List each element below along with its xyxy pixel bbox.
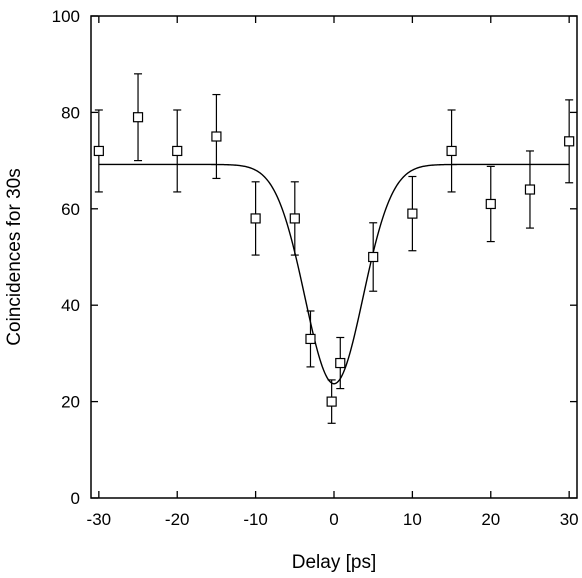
- square-marker: [446, 145, 457, 157]
- square-marker: [407, 208, 418, 219]
- square-marker: [305, 333, 316, 345]
- y-tick-label: 100: [52, 7, 80, 26]
- y-tick-label: 20: [61, 393, 80, 412]
- square-marker: [132, 112, 144, 123]
- data-point: [524, 150, 536, 229]
- data-point: [211, 93, 222, 180]
- square-marker: [564, 136, 575, 147]
- square-marker: [368, 251, 379, 263]
- x-tick-label: 30: [560, 510, 579, 529]
- data-point: [446, 109, 457, 193]
- x-axis-label: Delay [ps]: [292, 552, 376, 573]
- x-tick-label: -10: [243, 510, 268, 529]
- x-tick-label: 0: [329, 510, 338, 529]
- data-point: [485, 165, 496, 243]
- data-point: [132, 73, 144, 162]
- data-point: [93, 109, 104, 193]
- x-tick-label: 20: [481, 510, 500, 529]
- data-point: [407, 175, 418, 252]
- square-marker: [485, 198, 496, 210]
- square-marker: [326, 396, 337, 407]
- y-tick-label: 60: [61, 200, 80, 219]
- square-marker: [335, 357, 346, 369]
- y-axis-label: Coincidences for 30s: [4, 168, 25, 345]
- data-point: [326, 379, 337, 424]
- y-tick-label: 40: [61, 296, 80, 315]
- data-point: [564, 99, 575, 184]
- data-point: [250, 181, 261, 256]
- data-point: [305, 310, 316, 368]
- square-marker: [172, 145, 183, 157]
- data-point: [335, 336, 346, 390]
- square-marker: [93, 145, 104, 157]
- fit-curve-layer: [98, 163, 570, 385]
- square-marker: [211, 131, 222, 142]
- data-points: [93, 73, 575, 424]
- x-tick-label: -20: [165, 510, 190, 529]
- y-tick-label: 80: [61, 103, 80, 122]
- x-tick-label: -30: [87, 510, 112, 529]
- axes: [90, 15, 578, 499]
- y-tick-label: 0: [71, 489, 80, 508]
- x-tick-label: 10: [403, 510, 422, 529]
- data-point: [289, 181, 300, 256]
- square-marker: [289, 213, 300, 224]
- square-marker: [250, 213, 261, 224]
- ticks: -30 -20 -10 0 10 20 30 0 20 40 60 80 100: [52, 7, 579, 529]
- fit-curve: [98, 163, 570, 385]
- plot-frame: [90, 15, 578, 499]
- square-marker: [524, 184, 536, 195]
- data-point: [368, 222, 379, 292]
- data-point: [172, 109, 183, 193]
